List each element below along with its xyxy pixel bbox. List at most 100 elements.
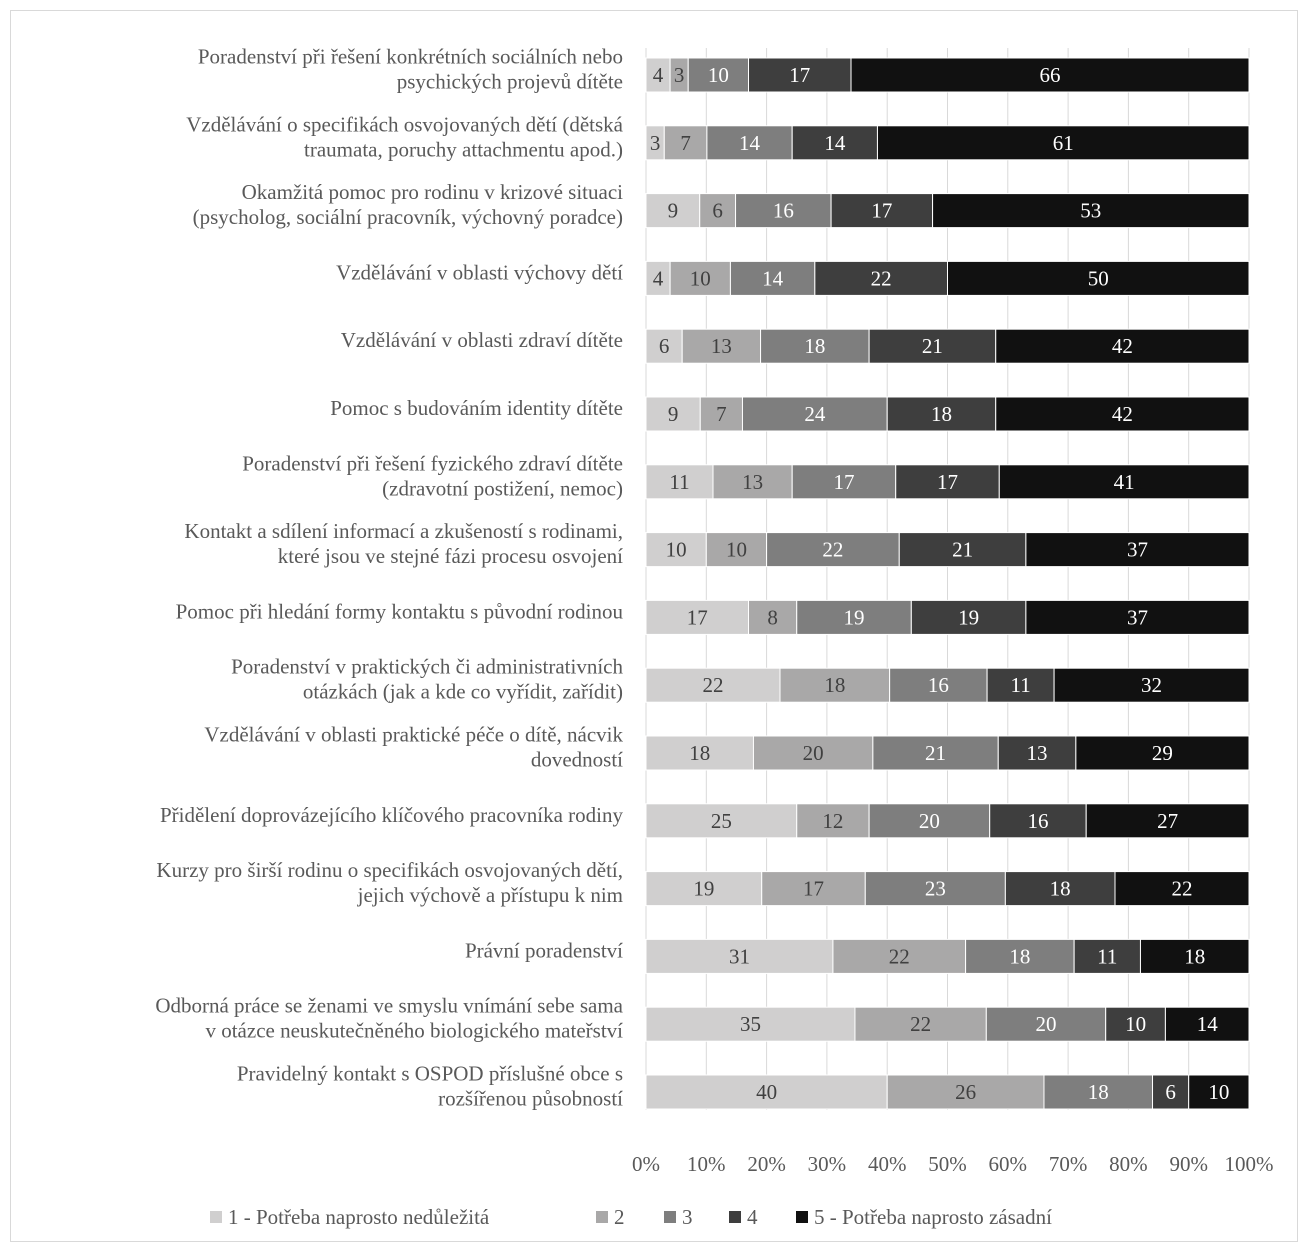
data-label: 3 (674, 63, 685, 87)
bar-segment-series-4 (986, 667, 1055, 703)
bar-segment-series-4 (898, 532, 1027, 568)
category-labels: Poradenství při řešení konkrétních sociá… (155, 45, 623, 1111)
x-tick-label: 40% (868, 1152, 907, 1176)
bar-segment-series-5 (1114, 871, 1250, 907)
data-label: 20 (919, 809, 940, 833)
data-label: 18 (1009, 944, 1030, 968)
legend-label: 3 (682, 1205, 693, 1229)
bar-segment-series-5 (1085, 803, 1250, 839)
category-label: Poradenství při řešení fyzického zdraví … (242, 451, 623, 500)
data-label: 9 (668, 402, 679, 426)
bar-segment-series-3 (735, 193, 832, 229)
bar-segment-series-1 (645, 938, 834, 974)
data-label: 66 (1040, 63, 1061, 87)
legend-swatch (664, 1211, 676, 1223)
data-label: 13 (711, 334, 732, 358)
bar-segment-series-4 (989, 803, 1087, 839)
data-label: 20 (1036, 1012, 1057, 1036)
data-label: 16 (773, 199, 794, 223)
data-label: 18 (1088, 1080, 1109, 1104)
bar-segment-series-3 (889, 667, 988, 703)
bar-segment-series-1 (645, 464, 714, 500)
bar-segment-series-5 (1025, 532, 1250, 568)
data-label: 23 (925, 877, 946, 901)
bar-segment-series-5 (998, 464, 1250, 500)
bar-segment-series-2 (752, 735, 874, 771)
bar-segment-series-4 (830, 193, 934, 229)
x-tick-label: 10% (687, 1152, 726, 1176)
bar-segment-series-1 (645, 1006, 856, 1042)
x-tick-label: 90% (1169, 1152, 1208, 1176)
data-label: 18 (931, 402, 952, 426)
data-label: 26 (955, 1080, 976, 1104)
bar-segment-series-5 (1075, 735, 1250, 771)
data-label: 6 (659, 334, 670, 358)
data-label: 13 (1027, 741, 1048, 765)
bar-segment-series-4 (997, 735, 1077, 771)
data-label: 53 (1080, 199, 1101, 223)
bar-segment-series-5 (1139, 938, 1250, 974)
bar-segment-series-4 (895, 464, 1000, 500)
x-tick-label: 0% (632, 1152, 660, 1176)
data-label: 18 (1050, 877, 1071, 901)
data-label: 10 (690, 266, 711, 290)
bar-segment-series-1 (645, 599, 750, 635)
bar-segment-series-3 (796, 599, 912, 635)
bar-segment-series-3 (706, 125, 793, 161)
bar-segment-series-4 (1152, 1074, 1190, 1110)
category-label: Přidělení doprovázejícího klíčového prac… (160, 803, 624, 827)
data-label: 11 (1097, 944, 1117, 968)
bar-segment-series-5 (1188, 1074, 1250, 1110)
data-label: 17 (803, 877, 824, 901)
bar-segment-series-1 (645, 396, 701, 432)
bar-segment-series-3 (741, 396, 888, 432)
bar-segment-series-2 (663, 125, 708, 161)
legend-label: 5 - Potřeba naprosto zásadní (814, 1205, 1052, 1229)
category-label: Vzdělávání v oblasti praktické péče o dí… (204, 723, 623, 772)
data-label: 31 (729, 944, 750, 968)
x-tick-label: 70% (1049, 1152, 1088, 1176)
category-label: Poradenství v praktických či administrat… (231, 655, 623, 704)
legend-label: 2 (614, 1205, 625, 1229)
data-label: 24 (804, 402, 826, 426)
data-label: 6 (1165, 1080, 1176, 1104)
bar-segment-series-3 (760, 328, 870, 364)
bar-segment-series-1 (645, 57, 671, 93)
data-label: 42 (1112, 402, 1133, 426)
data-label: 19 (844, 605, 865, 629)
data-label: 4 (653, 63, 664, 87)
data-label: 4 (653, 266, 664, 290)
data-label: 17 (687, 605, 708, 629)
bar-segment-series-2 (796, 803, 870, 839)
bar-segment-series-5 (876, 125, 1250, 161)
data-label: 17 (789, 63, 810, 87)
data-label: 29 (1152, 741, 1173, 765)
data-label: 61 (1053, 131, 1074, 155)
bars: 4 3 10 17 663 7 14 14 619 6 16 17 534 10 14 22 506 13 18 21… (645, 57, 1250, 1110)
bar-segment-series-4 (1073, 938, 1141, 974)
data-label: 16 (928, 673, 949, 697)
data-label: 37 (1127, 538, 1148, 562)
data-label: 22 (910, 1012, 931, 1036)
stacked-bar-chart: 4 3 10 17 663 7 14 14 619 6 16 17 534 10 14 22 506 13 18 21… (155, 45, 1273, 1230)
data-label: 13 (742, 470, 763, 494)
bar-segment-series-5 (1053, 667, 1250, 703)
data-label: 18 (1184, 944, 1205, 968)
category-label: Kontakt a sdílení informací a zkušeností… (184, 519, 623, 568)
data-label: 22 (822, 538, 843, 562)
data-label: 10 (726, 538, 747, 562)
bar-segment-series-2 (669, 260, 731, 296)
data-label: 7 (716, 402, 727, 426)
data-label: 17 (833, 470, 854, 494)
bar-segment-series-5 (850, 57, 1250, 93)
bar-segment-series-1 (645, 735, 754, 771)
data-label: 12 (822, 809, 843, 833)
data-label: 7 (680, 131, 691, 155)
data-label: 32 (1141, 673, 1162, 697)
bar-segment-series-4 (748, 57, 852, 93)
bar-segment-series-4 (1004, 871, 1116, 907)
category-label: Pravidelný kontakt s OSPOD příslušné obc… (237, 1062, 623, 1111)
bar-segment-series-4 (910, 599, 1027, 635)
category-label: Poradenství při řešení konkrétních sociá… (198, 45, 623, 94)
data-label: 17 (937, 470, 958, 494)
